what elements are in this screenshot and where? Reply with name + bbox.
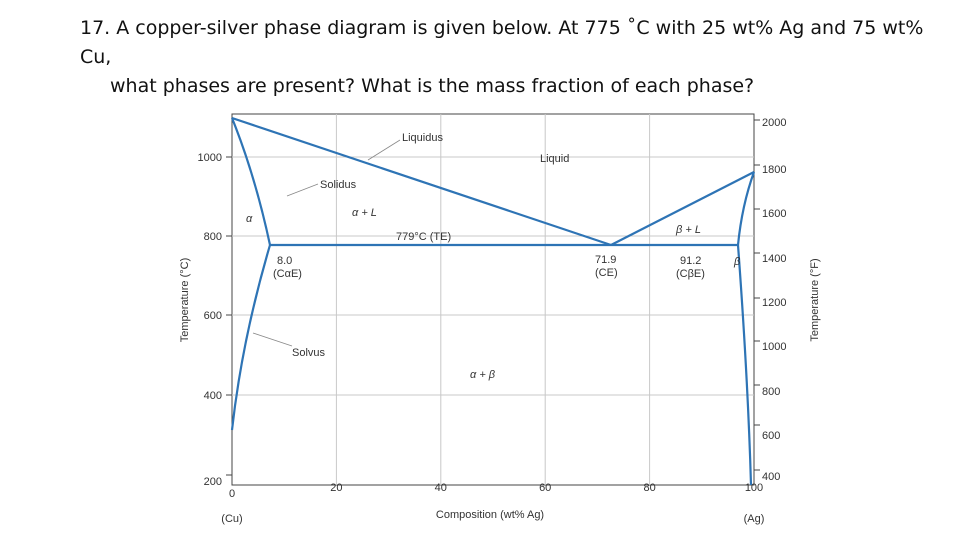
solvus-alpha [230, 244, 272, 431]
y-tick-c-600: 600 [204, 310, 222, 322]
y-tick-c-200: 200 [204, 476, 222, 488]
solvus-beta [736, 244, 753, 486]
c-e-value: 71.9 [595, 254, 616, 266]
alpha-liquid-region-label: α + L [352, 207, 377, 219]
beta-region-label: β [733, 256, 741, 268]
plot-frame [231, 113, 755, 486]
x-axis-label: Composition (wt% Ag) [436, 509, 544, 521]
solidus-alpha [230, 117, 272, 246]
y-tick-f-1000: 1000 [762, 341, 786, 353]
c-beta-e-value: 91.2 [680, 255, 701, 267]
y-tick-f-600: 600 [762, 430, 780, 442]
y-tick-f-2000: 2000 [762, 117, 786, 129]
c-alpha-e-symbol: (CαE) [273, 268, 302, 280]
x-tick-0: 0 [229, 488, 235, 500]
liquidus-cu-side [231, 116, 612, 247]
solidus-beta [736, 171, 756, 246]
x-tick-40: 40 [435, 482, 447, 494]
x-end-right-label: (Ag) [744, 513, 765, 525]
y-tick-f-1600: 1600 [762, 208, 786, 220]
y-tick-f-1400: 1400 [762, 253, 786, 265]
c-e-symbol: (CE) [595, 267, 618, 279]
question-line-1: 17. A copper-silver phase diagram is giv… [80, 17, 924, 68]
liquidus-label: Liquidus [402, 132, 443, 144]
solvus-leader [252, 332, 293, 347]
x-tick-20: 20 [330, 482, 342, 494]
liquid-region-label: Liquid [540, 153, 569, 165]
question-line-2: what phases are present? What is the mas… [110, 75, 755, 97]
x-tick-60: 60 [539, 482, 551, 494]
y-tick-f-1200: 1200 [762, 297, 786, 309]
solidus-leader [286, 183, 319, 197]
eutectic-temp-label: 779°C (TE) [396, 231, 451, 243]
y-tick-f-1800: 1800 [762, 164, 786, 176]
x-tick-100: 100 [745, 482, 763, 494]
beta-liquid-region-label: β + L [675, 224, 701, 236]
y-tick-f-800: 800 [762, 386, 780, 398]
liquidus-leader [367, 139, 401, 161]
solidus-label: Solidus [320, 179, 357, 191]
left-axis-label: Temperature (°C) [179, 258, 191, 342]
solvus-label: Solvus [292, 347, 326, 359]
y-tick-c-800: 800 [204, 231, 222, 243]
right-axis-label: Temperature (°F) [809, 258, 821, 341]
x-end-left-label: (Cu) [221, 513, 242, 525]
c-alpha-e-value: 8.0 [277, 255, 292, 267]
y-tick-c-1000: 1000 [198, 152, 222, 164]
alpha-region-label: α [246, 213, 253, 225]
c-beta-e-symbol: (CβE) [676, 268, 705, 280]
alpha-beta-region-label: α + β [470, 369, 496, 381]
y-tick-f-400: 400 [762, 471, 780, 483]
liquidus-ag-side [610, 171, 755, 246]
question-text: 17. A copper-silver phase diagram is giv… [80, 14, 940, 101]
y-tick-c-400: 400 [204, 390, 222, 402]
x-tick-80: 80 [643, 482, 655, 494]
